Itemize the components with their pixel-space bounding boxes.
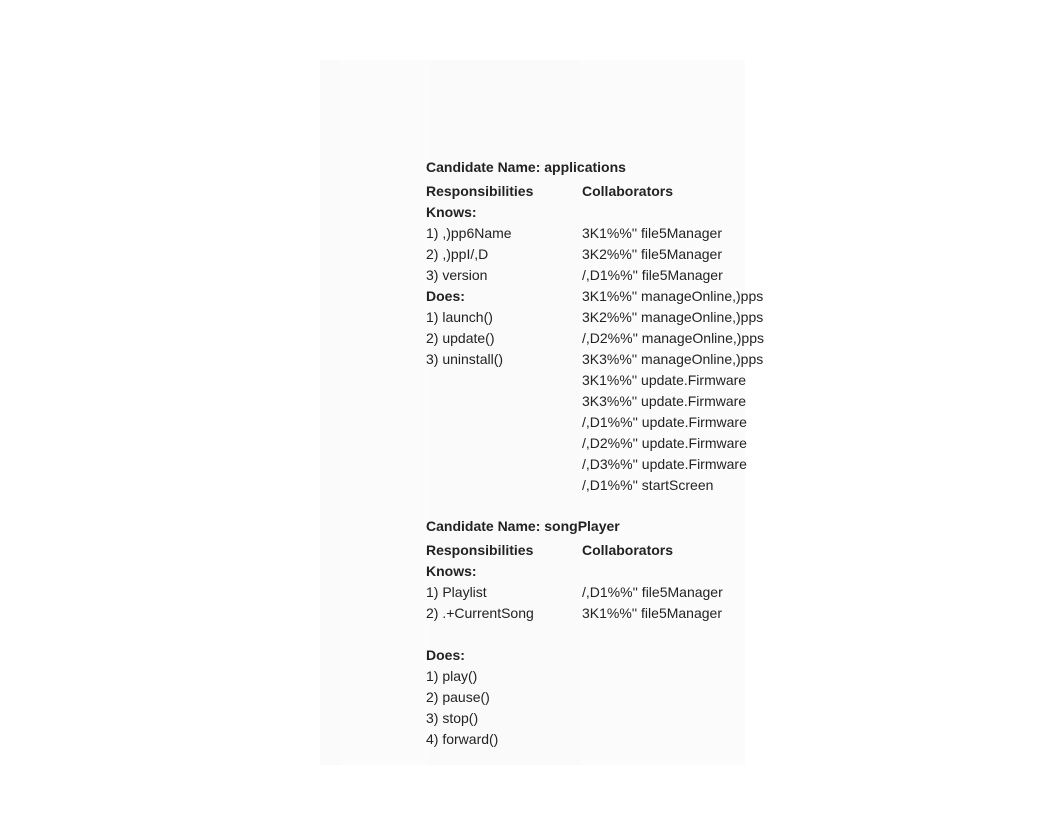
candidate-name-value: songPlayer xyxy=(544,518,619,534)
collaborator-item: /,D3%%'' update.Firmware xyxy=(582,454,756,475)
responsibilities-header: Responsibilities xyxy=(426,540,582,561)
crc-card: Candidate Name: songPlayer Responsibilit… xyxy=(426,518,756,750)
collaborators-column: Collaborators 3K1%%'' file5Manager 3K2%%… xyxy=(582,181,756,496)
collaborator-item: /,D1%%'' file5Manager xyxy=(582,265,756,286)
spacer xyxy=(426,624,582,645)
responsibilities-column: Responsibilities Knows: 1) ,)pp6Name 2) … xyxy=(426,181,582,496)
collaborator-item: 3K2%%'' file5Manager xyxy=(582,244,756,265)
collaborator-item: /,D1%%'' file5Manager xyxy=(582,582,756,603)
does-item: 1) play() xyxy=(426,666,582,687)
collaborator-item: 3K3%%'' manageOnline,)pps xyxy=(582,349,756,370)
does-item: 2) update() xyxy=(426,328,582,349)
knows-item: 2) .+CurrentSong xyxy=(426,603,582,624)
collaborator-item: 3K2%%'' manageOnline,)pps xyxy=(582,307,756,328)
knows-item: 1) ,)pp6Name xyxy=(426,223,582,244)
collaborator-item: 3K1%%'' file5Manager xyxy=(582,223,756,244)
does-item: 2) pause() xyxy=(426,687,582,708)
does-item: 3) uninstall() xyxy=(426,349,582,370)
collaborator-item: 3K3%%'' update.Firmware xyxy=(582,391,756,412)
collaborator-item: /,D1%%'' update.Firmware xyxy=(582,412,756,433)
does-label: Does: xyxy=(426,645,582,666)
collaborators-column: Collaborators /,D1%%'' file5Manager 3K1%… xyxy=(582,540,756,750)
collaborators-header: Collaborators xyxy=(582,181,756,202)
knows-item: 3) version xyxy=(426,265,582,286)
responsibilities-column: Responsibilities Knows: 1) Playlist 2) .… xyxy=(426,540,582,750)
knows-label: Knows: xyxy=(426,561,582,582)
collaborator-item: /,D2%%'' manageOnline,)pps xyxy=(582,328,756,349)
crc-cards-container: Candidate Name: applications Responsibil… xyxy=(426,159,756,772)
does-label: Does: xyxy=(426,286,582,307)
spacer xyxy=(582,202,756,223)
candidate-name-value: applications xyxy=(544,159,626,175)
crc-card: Candidate Name: applications Responsibil… xyxy=(426,159,756,496)
knows-item: 1) Playlist xyxy=(426,582,582,603)
collaborator-item: /,D1%%'' startScreen xyxy=(582,475,756,496)
does-item: 4) forward() xyxy=(426,729,582,750)
does-item: 3) stop() xyxy=(426,708,582,729)
does-item: 1) launch() xyxy=(426,307,582,328)
card-title-row: Candidate Name: songPlayer xyxy=(426,518,756,534)
collaborator-item: 3K1%%'' file5Manager xyxy=(582,603,756,624)
candidate-name-label: Candidate Name: xyxy=(426,518,540,534)
card-title-row: Candidate Name: applications xyxy=(426,159,756,175)
candidate-name-label: Candidate Name: xyxy=(426,159,540,175)
spacer xyxy=(582,561,756,582)
knows-item: 2) ,)ppI/,D xyxy=(426,244,582,265)
card-columns: Responsibilities Knows: 1) Playlist 2) .… xyxy=(426,540,756,750)
knows-label: Knows: xyxy=(426,202,582,223)
collaborators-header: Collaborators xyxy=(582,540,756,561)
card-columns: Responsibilities Knows: 1) ,)pp6Name 2) … xyxy=(426,181,756,496)
collaborator-item: /,D2%%'' update.Firmware xyxy=(582,433,756,454)
collaborator-item: 3K1%%'' update.Firmware xyxy=(582,370,756,391)
responsibilities-header: Responsibilities xyxy=(426,181,582,202)
collaborator-item: 3K1%%'' manageOnline,)pps xyxy=(582,286,756,307)
